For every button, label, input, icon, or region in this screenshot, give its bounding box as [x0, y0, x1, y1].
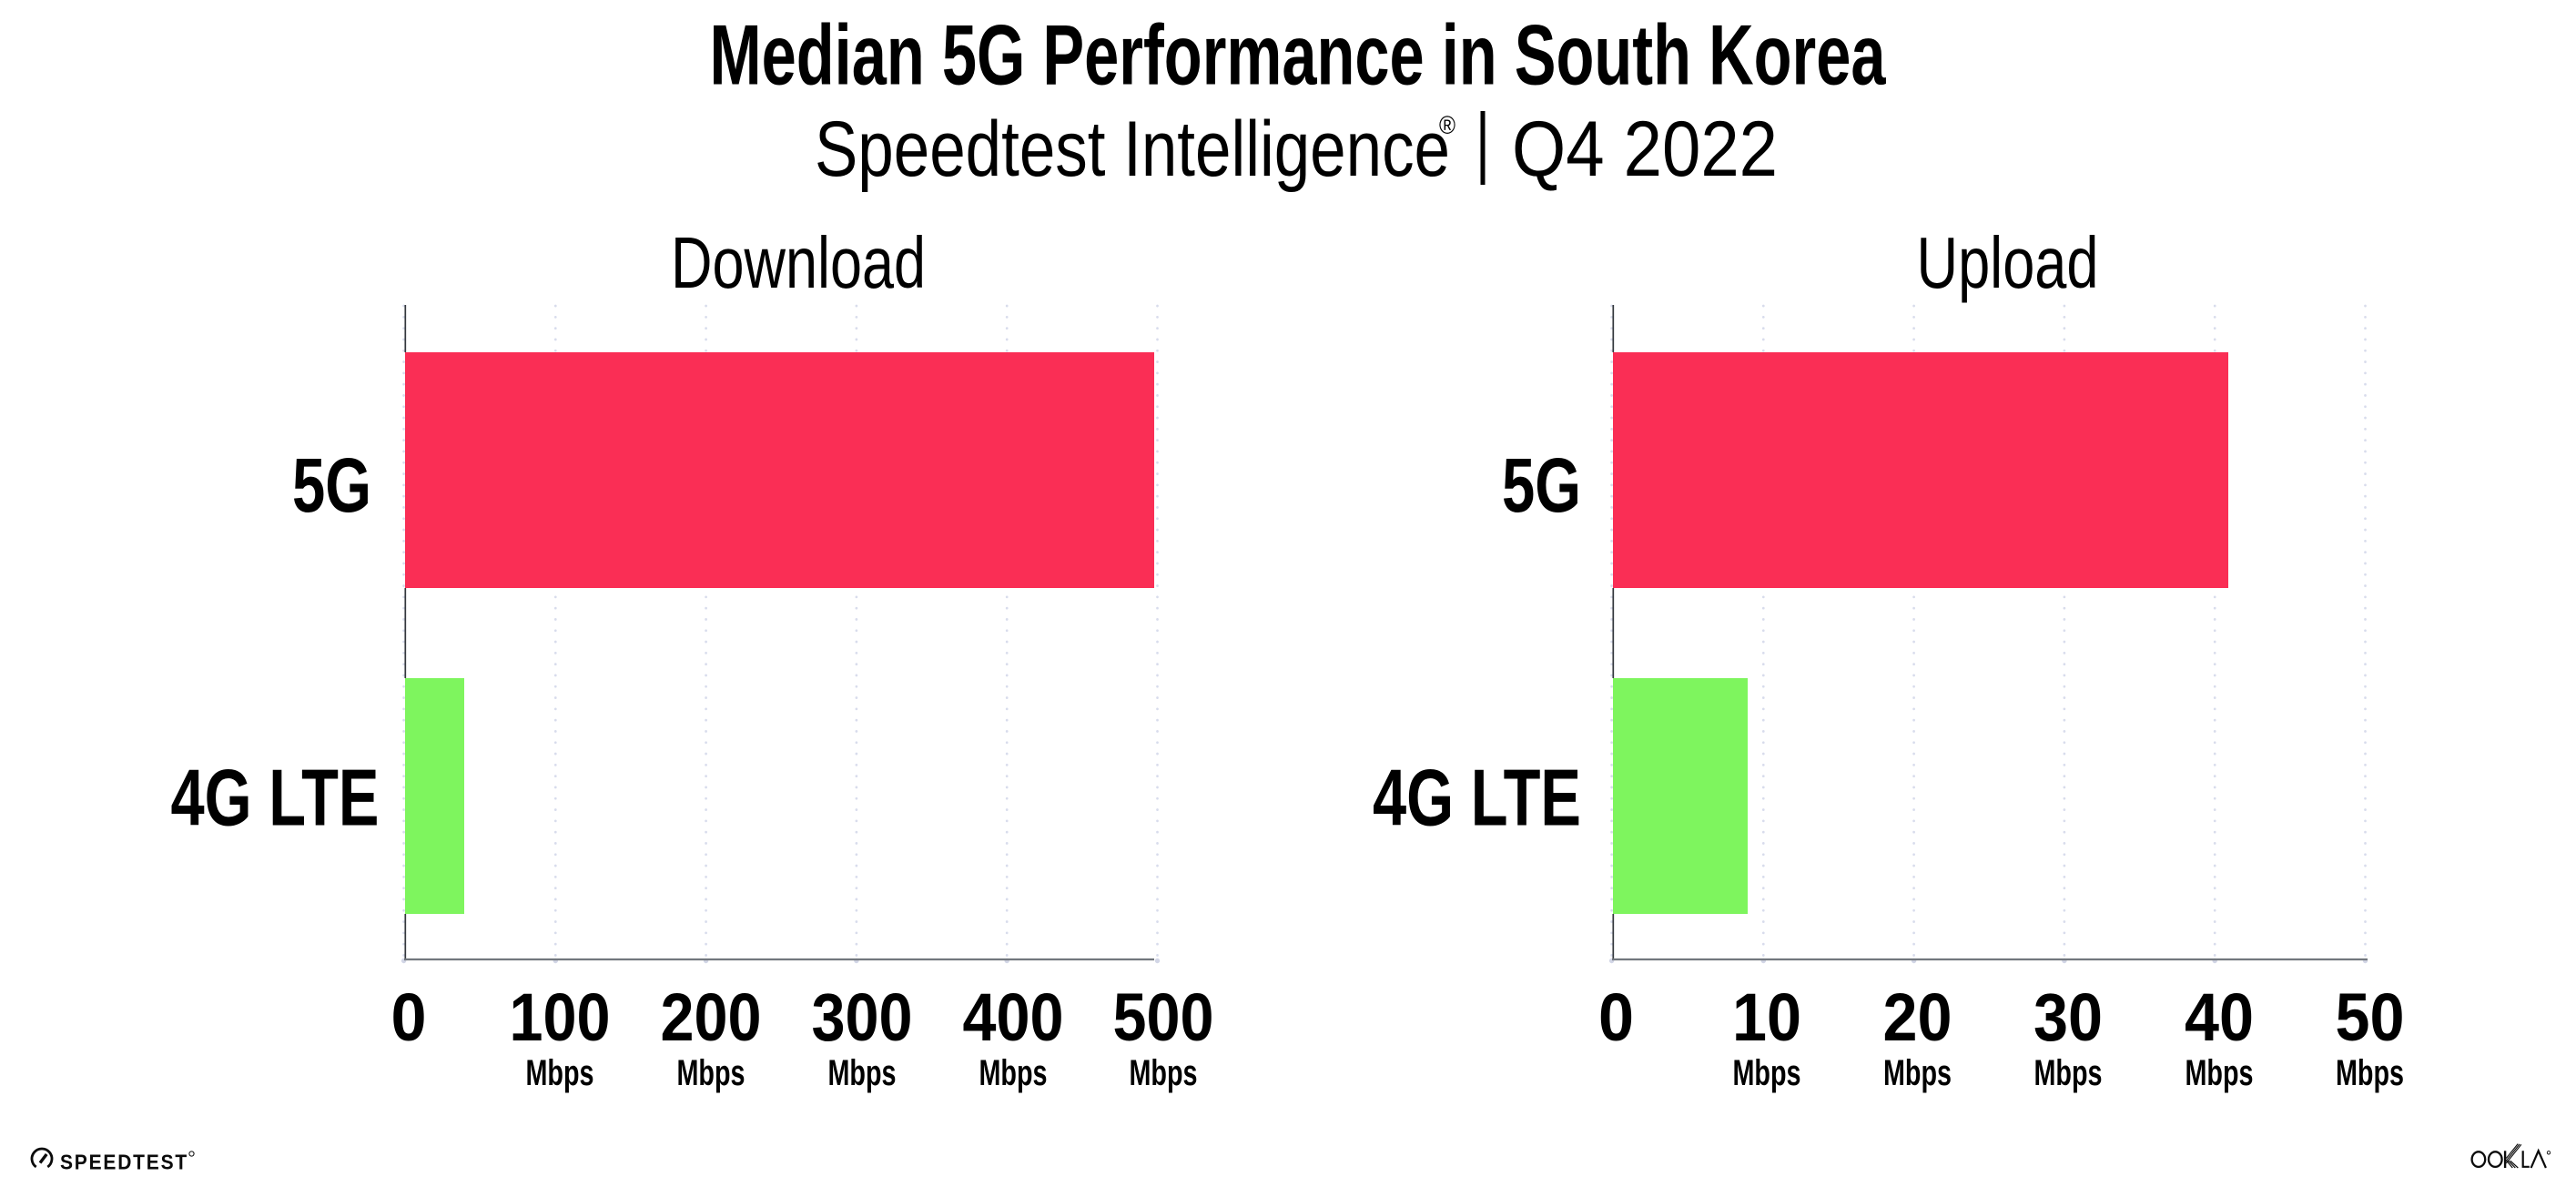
svg-text:Mbps: Mbps	[2034, 1053, 2103, 1093]
svg-text:Speedtest Intelligence: Speedtest Intelligence	[815, 106, 1450, 193]
svg-text:5G: 5G	[292, 442, 371, 528]
svg-text:®: ®	[1439, 111, 1455, 139]
svg-text:200: 200	[661, 979, 762, 1055]
svg-text:100: 100	[510, 979, 611, 1055]
svg-text:Mbps: Mbps	[1130, 1053, 1198, 1093]
svg-text:30: 30	[2033, 979, 2103, 1055]
svg-text:0: 0	[391, 979, 427, 1055]
svg-text:40: 40	[2185, 979, 2254, 1055]
svg-text:SPEEDTEST: SPEEDTEST	[60, 1151, 188, 1174]
svg-text:Mbps: Mbps	[828, 1053, 897, 1093]
svg-text:Mbps: Mbps	[2336, 1053, 2404, 1093]
svg-text:10: 10	[1732, 979, 1801, 1055]
svg-text:Mbps: Mbps	[1883, 1053, 1952, 1093]
svg-text:300: 300	[812, 979, 913, 1055]
svg-text:0: 0	[1598, 979, 1634, 1055]
svg-text:20: 20	[1883, 979, 1952, 1055]
svg-text:Mbps: Mbps	[979, 1053, 1048, 1093]
svg-text:Mbps: Mbps	[2186, 1053, 2254, 1093]
svg-text:Upload: Upload	[1917, 222, 2099, 303]
svg-text:4G LTE: 4G LTE	[171, 753, 380, 843]
svg-text:Mbps: Mbps	[526, 1053, 594, 1093]
svg-text:Download: Download	[671, 222, 926, 303]
svg-text:Q4 2022: Q4 2022	[1512, 106, 1778, 193]
svg-text:500: 500	[1113, 979, 1214, 1055]
svg-text:50: 50	[2336, 979, 2405, 1055]
svg-text:Mbps: Mbps	[677, 1053, 745, 1093]
svg-text:400: 400	[963, 979, 1064, 1055]
svg-text:Median 5G Performance in South: Median 5G Performance in South Korea	[710, 7, 1887, 103]
svg-text:5G: 5G	[1502, 442, 1581, 528]
svg-text:Mbps: Mbps	[1733, 1053, 1801, 1093]
svg-text:4G LTE: 4G LTE	[1373, 753, 1581, 843]
